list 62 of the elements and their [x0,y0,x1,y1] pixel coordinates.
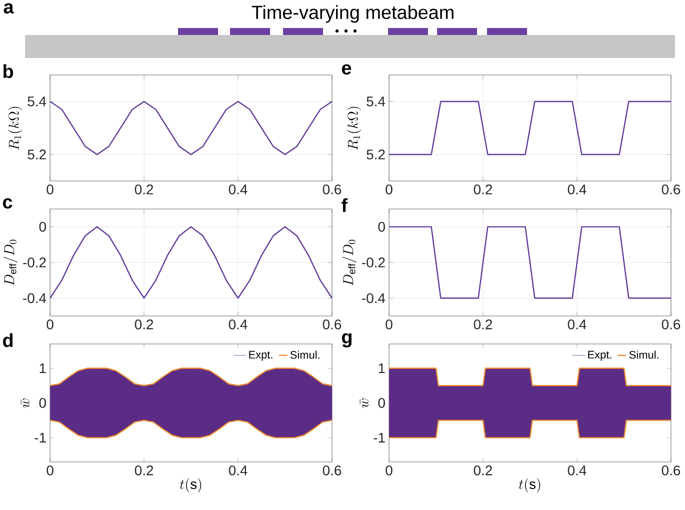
y-axis-title: $\bar{w}$ [20,398,30,408]
chart-title: e [342,64,352,75]
line-series [50,368,332,386]
x-tick-label: 0 [46,319,54,330]
x-tick-label: 0.2 [134,184,154,194]
y-tick-label: -0.2 [23,258,46,268]
chart-title: c [2,198,12,209]
y-axis-title: $R_1(k\Omega)$ [8,106,22,150]
x-tick-label: 0.4 [568,319,586,330]
y-tick-label: 0 [39,222,46,232]
x-tick-label: 0.6 [322,184,342,194]
x-tick-label: 0.6 [322,465,342,476]
x-tick-label: 0.2 [474,184,492,194]
legend-label: Simul. [629,350,658,359]
x-tick-label: 0.4 [228,319,248,330]
x-tick-label: 0 [46,184,54,194]
legend-label: Expt. [249,350,272,361]
y-tick-label: -1 [374,432,385,442]
y-tick-label: 5.2 [28,150,46,160]
legend-label: Expt. [588,350,612,361]
chart-title: f [342,198,348,212]
y-axis-title: $R_1(k\Omega)$ [346,106,362,150]
y-tick-label: -0.2 [362,258,385,268]
chart-title: b [4,64,14,78]
y-tick-label: 1 [378,363,385,374]
y-tick-label: 0 [378,398,385,408]
y-axis-title: $D_{\rm eff}/D_0$ [342,240,357,286]
y-tick-label: -1 [34,432,46,442]
text: Time-varying metabeam [252,5,454,23]
chart-title: d [3,333,13,348]
x-tick-label: 0.4 [568,184,586,194]
y-tick-label: 5.4 [366,96,386,106]
chart-title: g [342,333,352,348]
x-tick-label: 0 [386,465,392,476]
x-tick-label: 0 [386,319,392,330]
y-tick-label: 0 [378,222,385,232]
line-series [50,420,332,438]
x-tick-label: 0.6 [662,319,680,330]
x-tick-label: 0.2 [134,465,154,476]
x-tick-label: 0.4 [228,184,248,194]
y-tick-label: 5.2 [366,150,385,160]
y-axis-title: $\bar{w}$ [360,398,368,408]
x-axis-title: $t(\mathrm{s})$ [518,478,540,493]
x-tick-label: 0.4 [228,465,248,476]
x-tick-label: 0.6 [662,465,680,476]
y-tick-label: 0 [39,398,46,408]
y-tick-label: 1 [40,363,46,374]
x-tick-label: 0.2 [474,319,492,330]
x-tick-label: 0.6 [662,184,680,194]
text: a [4,3,14,14]
y-tick-label: -0.4 [23,293,46,304]
x-tick-label: 0.2 [474,465,492,476]
x-tick-label: 0 [386,184,392,194]
y-tick-label: -0.4 [362,293,386,304]
x-axis-title: $t(\mathrm{s})$ [180,478,202,493]
y-tick-label: 5.4 [28,96,46,106]
x-tick-label: 0.6 [322,319,342,330]
x-tick-label: 0.4 [568,465,586,476]
x-tick-label: 0 [46,465,54,476]
x-tick-label: 0.2 [134,319,154,330]
y-axis-title: $D_{\rm eff}/D_0$ [3,240,18,286]
legend-label: Simul. [290,350,320,359]
